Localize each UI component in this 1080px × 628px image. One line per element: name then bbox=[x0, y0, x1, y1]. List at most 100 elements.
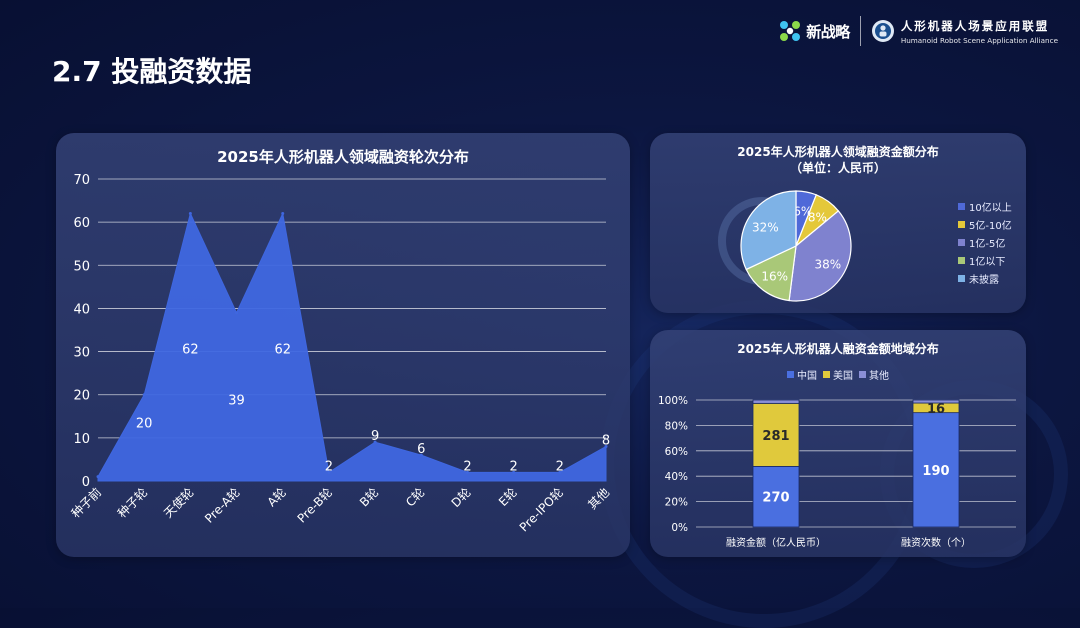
data-point bbox=[373, 440, 377, 444]
x-tick-label: A轮 bbox=[265, 485, 289, 509]
alliance-name-en: Humanoid Robot Scene Application Allianc… bbox=[900, 35, 1058, 45]
bar-segment bbox=[912, 399, 960, 404]
pie-slice bbox=[788, 210, 852, 302]
region-stacked-bar-chart: 0% 20% 40% 60% 80% 100% 270 281 融资金额（亿人民币） 190 16 融… bbox=[658, 395, 1016, 549]
legend-swatch bbox=[859, 371, 866, 378]
data-label: 2 bbox=[325, 459, 333, 474]
data-label: 62 bbox=[182, 343, 199, 358]
data-label: 2 bbox=[463, 459, 471, 474]
legend-swatch bbox=[958, 220, 965, 228]
slice-label: 32% bbox=[752, 221, 779, 235]
data-point bbox=[512, 470, 516, 474]
data-label: 8 bbox=[602, 433, 610, 448]
legend-item: 10亿以上 bbox=[958, 197, 1012, 215]
legend-label: 1亿以下 bbox=[969, 256, 1006, 268]
y-tick-label: 40 bbox=[73, 302, 90, 317]
y-tick-label: 10 bbox=[73, 432, 90, 447]
x-tick-label: Pre-IPO轮 bbox=[517, 485, 566, 534]
x-tick-label: D轮 bbox=[449, 485, 474, 510]
funding-round-panel: 2025年人形机器人领域融资轮次分布 0 10 20 30 40 50 60 70 20 62 39… bbox=[56, 133, 630, 557]
legend-swatch bbox=[958, 202, 965, 210]
y-tick-label: 100% bbox=[658, 395, 688, 407]
data-point bbox=[281, 212, 285, 216]
data-label: 9 bbox=[371, 429, 379, 444]
slice-label: 38% bbox=[814, 257, 841, 271]
y-tick-label: 20 bbox=[73, 389, 90, 404]
area-series bbox=[97, 211, 607, 482]
data-label: 2 bbox=[509, 459, 517, 474]
x-tick-label: C轮 bbox=[403, 485, 427, 509]
legend-swatch bbox=[958, 238, 965, 246]
x-tick-label: 其他 bbox=[585, 485, 612, 512]
data-point bbox=[327, 470, 331, 474]
legend-label: 美国 bbox=[833, 371, 853, 382]
data-point bbox=[558, 470, 562, 474]
page-title: 2.7 投融资数据 bbox=[52, 55, 252, 88]
pie-legend: 10亿以上 5亿-10亿 1亿-5亿 1亿以下 未披露 bbox=[958, 197, 1012, 287]
bar-segment bbox=[752, 402, 800, 467]
y-tick-label: 70 bbox=[73, 173, 90, 188]
area-chart-title: 2025年人形机器人领域融资轮次分布 bbox=[217, 148, 469, 166]
x-tick-label: E轮 bbox=[496, 485, 520, 509]
legend-label: 1亿-5亿 bbox=[969, 238, 1006, 250]
pie-chart-subtitle: （单位：人民币） bbox=[789, 161, 886, 175]
legend-label: 10亿以上 bbox=[969, 202, 1012, 214]
data-point bbox=[188, 212, 192, 216]
logo-divider bbox=[859, 16, 861, 46]
bar-value-label: 270 bbox=[762, 491, 789, 506]
slice-label: 16% bbox=[761, 269, 788, 283]
pie-chart-title: 2025年人形机器人领域融资金额分布 bbox=[737, 145, 939, 159]
y-tick-label: 0% bbox=[671, 522, 688, 534]
legend-swatch bbox=[958, 256, 965, 264]
bar-value-label: 16 bbox=[927, 402, 945, 417]
bar-segment bbox=[912, 412, 960, 528]
pie-slice bbox=[740, 190, 797, 271]
alliance-emblem-icon bbox=[871, 20, 894, 42]
legend-item: 其他 bbox=[859, 367, 889, 382]
header-logos: 新战略 人形机器人场景应用联盟 Humanoid Robot Scene App… bbox=[779, 16, 1058, 46]
legend-label: 中国 bbox=[797, 371, 817, 382]
alliance-name-cn: 人形机器人场景应用联盟 bbox=[900, 18, 1050, 33]
y-tick-label: 30 bbox=[73, 346, 90, 361]
y-tick-label: 80% bbox=[665, 420, 688, 432]
data-point bbox=[142, 393, 146, 397]
data-label: 20 bbox=[136, 417, 153, 432]
bar-value-label: 190 bbox=[922, 464, 949, 479]
legend-label: 其他 bbox=[869, 371, 889, 382]
data-label: 39 bbox=[228, 394, 245, 409]
x-tick-label: 天使轮 bbox=[160, 485, 196, 521]
data-point bbox=[465, 470, 469, 474]
x-tick-label: Pre-B轮 bbox=[295, 485, 335, 525]
data-label: 2 bbox=[556, 459, 564, 474]
bar-segment bbox=[752, 466, 800, 528]
y-tick-label: 20% bbox=[665, 497, 688, 509]
data-label: 6 bbox=[417, 442, 425, 457]
funding-amount-pie-chart: 6%8% 38% 16% 32% bbox=[718, 190, 852, 302]
pie-slice bbox=[745, 244, 797, 302]
legend-swatch bbox=[958, 274, 965, 282]
data-point bbox=[96, 475, 100, 479]
legend-swatch bbox=[823, 371, 830, 378]
region-distribution-panel: 2025年人形机器人融资金额地域分布 中国 美国 其他 0% 20% 40% 60% 8… bbox=[650, 330, 1026, 557]
legend-label: 未披露 bbox=[969, 274, 999, 286]
slice-label: 8% bbox=[808, 211, 827, 225]
y-tick-label: 50 bbox=[73, 259, 90, 274]
brand-mark-icon bbox=[780, 21, 801, 41]
data-point bbox=[235, 311, 239, 315]
data-label: 62 bbox=[274, 343, 291, 358]
legend-item: 中国 bbox=[787, 367, 817, 382]
slice-label: 6% bbox=[793, 204, 812, 218]
x-category-label: 融资金额（亿人民币） bbox=[726, 536, 826, 549]
bar-value-label: 281 bbox=[762, 429, 789, 444]
legend-item: 5亿-10亿 bbox=[958, 215, 1012, 233]
x-category-label: 融资次数（个） bbox=[901, 536, 971, 549]
legend-item: 未披露 bbox=[958, 269, 1012, 287]
funding-amount-panel: 2025年人形机器人领域融资金额分布 （单位：人民币） 6% 8% 38% 16% 32… bbox=[650, 133, 1026, 313]
legend-swatch bbox=[787, 371, 794, 378]
bar-legend: 中国 美国 其他 bbox=[650, 367, 1026, 382]
bar-chart-title: 2025年人形机器人融资金额地域分布 bbox=[737, 342, 939, 356]
bar-segment bbox=[752, 399, 800, 404]
x-tick-label: Pre-A轮 bbox=[202, 485, 243, 526]
y-tick-label: 60 bbox=[73, 216, 90, 231]
